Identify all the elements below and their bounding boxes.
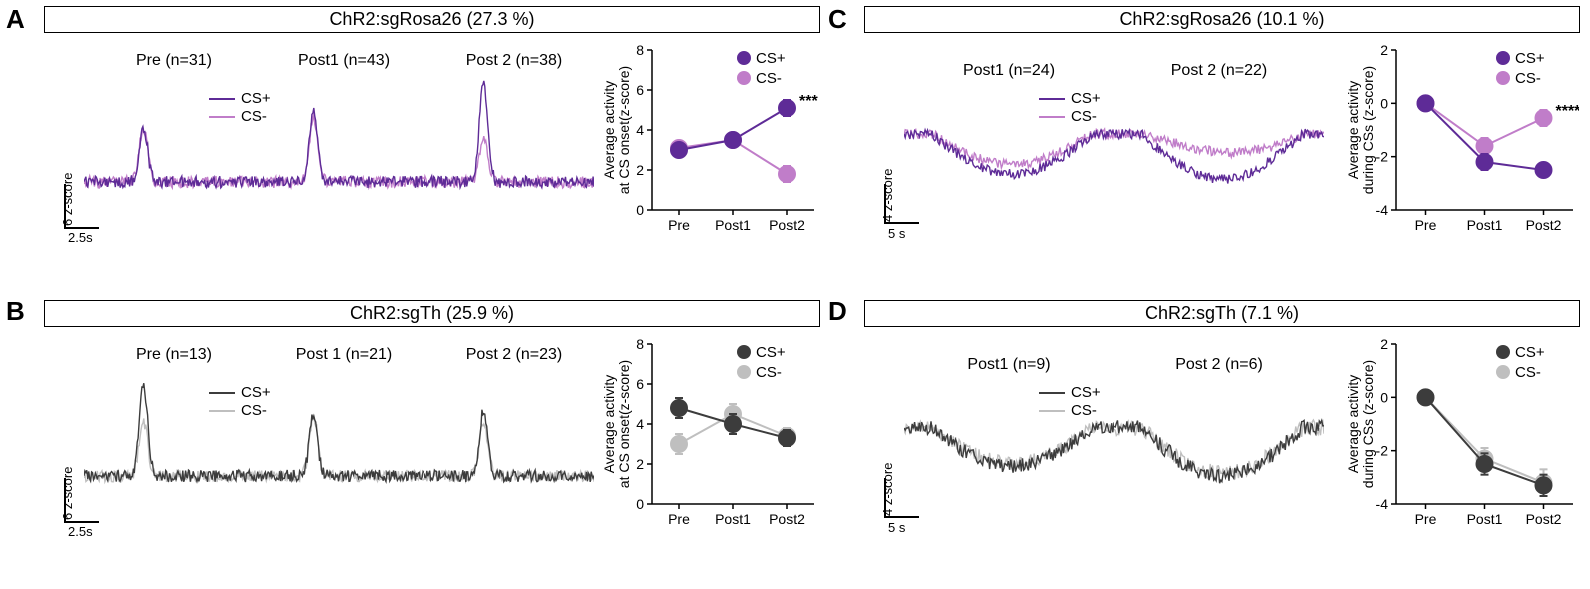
svg-text:CS+: CS+	[756, 50, 786, 67]
panel-title-B: ChR2:sgTh (25.9 %)	[44, 300, 820, 327]
svg-text:Post1: Post1	[715, 511, 751, 527]
svg-text:Pre: Pre	[668, 511, 690, 527]
svg-text:Post1: Post1	[715, 217, 751, 233]
svg-text:2: 2	[1380, 336, 1388, 352]
svg-text:Average activity: Average activity	[1345, 81, 1361, 180]
svg-text:during CSs (z-score): during CSs (z-score)	[1360, 66, 1376, 194]
panel-title-D: ChR2:sgTh (7.1 %)	[864, 300, 1580, 327]
trace-label-A-post2: Post 2 (n=38)	[444, 52, 584, 70]
panel-C: Post1 (n=24) Post 2 (n=22) CS+ CS- 4 z-s…	[864, 34, 1584, 294]
trace-A-post2	[424, 74, 594, 224]
svg-text:Pre: Pre	[668, 217, 690, 233]
svg-text:CS-: CS-	[756, 70, 782, 87]
scalebar-A-y: 6 z-score	[60, 173, 75, 226]
svg-text:0: 0	[1380, 389, 1388, 405]
panel-title-A: ChR2:sgRosa26 (27.3 %)	[44, 6, 820, 33]
trace-A-pre	[84, 74, 254, 224]
svg-text:4: 4	[636, 416, 644, 432]
svg-text:-4: -4	[1376, 496, 1389, 512]
svg-text:CS-: CS-	[1515, 364, 1541, 381]
svg-text:2: 2	[1380, 42, 1388, 58]
svg-text:8: 8	[636, 336, 644, 352]
svg-text:Post1: Post1	[1467, 217, 1503, 233]
summary-plot-C: -4 -2 0 2 Pre Post1 Post2 Average activitydurin…	[1344, 34, 1579, 244]
svg-text:0: 0	[636, 496, 644, 512]
svg-text:Pre: Pre	[1415, 217, 1437, 233]
svg-text:Pre: Pre	[1415, 511, 1437, 527]
trace-label-A-pre: Pre (n=31)	[104, 52, 244, 70]
svg-text:CS+: CS+	[1515, 344, 1545, 361]
scalebar-A-x: 2.5s	[68, 230, 93, 245]
panel-letter-A: A	[6, 4, 25, 35]
trace-C-post2	[1114, 74, 1324, 224]
trace-B-pre	[84, 368, 254, 518]
trace-label-A-post1: Post1 (n=43)	[274, 52, 414, 70]
panel-A: Pre (n=31) Post1 (n=43) Post 2 (n=38) CS…	[44, 34, 820, 294]
svg-text:Post2: Post2	[1526, 511, 1562, 527]
svg-text:CS-: CS-	[1515, 70, 1541, 87]
panel-D: Post1 (n=9) Post 2 (n=6) CS+ CS- 4 z-sco…	[864, 328, 1584, 588]
svg-text:-4: -4	[1376, 202, 1389, 218]
scalebar-C-y: 4 z-score	[880, 169, 895, 222]
svg-text:2: 2	[636, 456, 644, 472]
svg-text:Post2: Post2	[769, 217, 805, 233]
svg-text:****: ****	[1556, 103, 1580, 120]
trace-label-B-post2: Post 2 (n=23)	[444, 346, 584, 364]
svg-text:during CSs (z-score): during CSs (z-score)	[1360, 360, 1376, 488]
panel-letter-C: C	[828, 4, 847, 35]
panel-letter-D: D	[828, 296, 847, 327]
svg-text:Average activity: Average activity	[1345, 375, 1361, 474]
svg-text:-2: -2	[1376, 149, 1389, 165]
scalebar-D-x: 5 s	[888, 520, 905, 535]
trace-B-post1	[254, 368, 424, 518]
svg-text:-2: -2	[1376, 443, 1389, 459]
scalebar-C-x: 5 s	[888, 226, 905, 241]
trace-A-post1	[254, 74, 424, 224]
svg-text:***: ***	[799, 93, 818, 110]
panel-letter-B: B	[6, 296, 25, 327]
panel-title-C: ChR2:sgRosa26 (10.1 %)	[864, 6, 1580, 33]
trace-label-B-pre: Pre (n=13)	[104, 346, 244, 364]
scalebar-B-y: 6 z-score	[60, 467, 75, 520]
trace-D-post1	[904, 368, 1114, 518]
svg-text:Post1: Post1	[1467, 511, 1503, 527]
svg-text:2: 2	[636, 162, 644, 178]
svg-text:CS+: CS+	[756, 344, 786, 361]
trace-C-post1	[904, 74, 1114, 224]
svg-text:CS-: CS-	[756, 364, 782, 381]
trace-D-post2	[1114, 368, 1324, 518]
svg-text:6: 6	[636, 82, 644, 98]
trace-B-post2	[424, 368, 594, 518]
svg-text:Post2: Post2	[1526, 217, 1562, 233]
svg-text:4: 4	[636, 122, 644, 138]
svg-text:at CS onset(z-score): at CS onset(z-score)	[616, 66, 632, 194]
svg-text:Average activity: Average activity	[601, 375, 617, 474]
svg-text:6: 6	[636, 376, 644, 392]
scalebar-B-x: 2.5s	[68, 524, 93, 539]
scalebar-D-y: 4 z-score	[880, 463, 895, 516]
svg-text:0: 0	[636, 202, 644, 218]
panel-B: Pre (n=13) Post 1 (n=21) Post 2 (n=23) C…	[44, 328, 820, 588]
svg-text:0: 0	[1380, 95, 1388, 111]
svg-text:Average activity: Average activity	[601, 81, 617, 180]
summary-plot-A: 0 2 4 6 8 Pre Post1 Post2 Average activityat CS …	[600, 34, 820, 244]
summary-plot-B: 0 2 4 6 8 Pre Post1 Post2 Average activityat CS …	[600, 328, 820, 538]
trace-label-B-post1: Post 1 (n=21)	[274, 346, 414, 364]
summary-plot-D: -4 -2 0 2 Pre Post1 Post2 Average activitydurin…	[1344, 328, 1579, 538]
svg-text:8: 8	[636, 42, 644, 58]
svg-text:Post2: Post2	[769, 511, 805, 527]
svg-text:at CS onset(z-score): at CS onset(z-score)	[616, 360, 632, 488]
svg-text:CS+: CS+	[1515, 50, 1545, 67]
